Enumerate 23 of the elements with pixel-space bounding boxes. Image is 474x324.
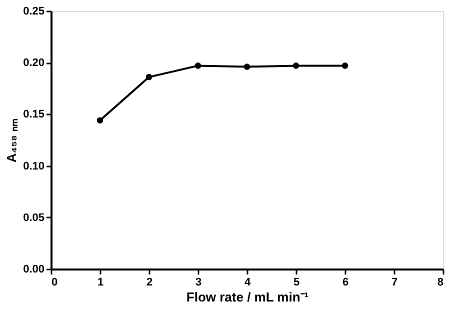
x-axis-title: Flow rate / mL min⁻¹ xyxy=(186,290,309,304)
x-tick-label: 3 xyxy=(195,276,202,288)
point xyxy=(194,62,202,69)
point xyxy=(292,62,300,69)
x-tick-label: 0 xyxy=(52,276,58,288)
y-tick-label: 0.10 xyxy=(23,160,44,172)
y-tick-label: 0.15 xyxy=(23,108,44,121)
x-tick-label: 6 xyxy=(342,276,349,288)
y-tick-label: 0.20 xyxy=(23,57,44,70)
point xyxy=(244,64,250,70)
y-tick-label: 0.00 xyxy=(23,264,44,276)
y-axis-title: A₄₅₈ ₙₘ xyxy=(4,118,20,163)
point xyxy=(342,62,348,69)
x-tick-label: 5 xyxy=(293,276,300,288)
x-tick-label: 4 xyxy=(244,276,252,288)
x-tick-label: 7 xyxy=(391,276,398,288)
y-tick-label: 0.05 xyxy=(23,212,44,224)
y-tick-label: 0.25 xyxy=(23,6,44,18)
x-tick-label: 2 xyxy=(146,276,153,288)
x-tick-label: 8 xyxy=(437,276,444,288)
point xyxy=(146,74,152,80)
point xyxy=(96,117,104,124)
x-tick-label: 1 xyxy=(97,276,104,288)
